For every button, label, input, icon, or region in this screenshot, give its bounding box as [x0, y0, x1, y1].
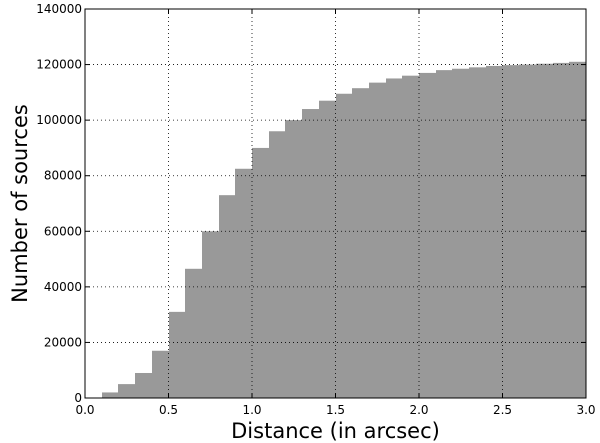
histogram-bar: [402, 75, 420, 398]
histogram-bar: [419, 72, 437, 399]
x-axis-label: Distance (in arcsec): [231, 419, 440, 443]
histogram-bar: [235, 168, 253, 398]
y-axis-label: Number of sources: [8, 104, 32, 303]
x-tick-label: 0.5: [159, 403, 178, 417]
histogram-bar: [102, 392, 119, 398]
histogram-bar: [135, 372, 153, 398]
histogram-bar: [319, 100, 337, 398]
histogram-bar: [486, 65, 504, 398]
y-tick-label: 140000: [36, 2, 82, 16]
histogram-bar: [569, 61, 587, 399]
x-tick-label: 2.5: [493, 403, 512, 417]
histogram-bar: [252, 147, 270, 398]
histogram-bar: [503, 65, 520, 399]
y-tick-label: 0: [74, 391, 82, 405]
histogram-bar: [469, 67, 487, 398]
x-tick-label: 0.0: [75, 403, 94, 417]
x-tick-label: 1.5: [326, 403, 345, 417]
y-tick-label: 120000: [36, 58, 82, 72]
histogram-bar: [519, 64, 537, 399]
histogram-bar: [386, 78, 403, 398]
histogram-bar: [169, 311, 186, 398]
histogram-bar: [436, 70, 453, 398]
histogram-bar: [285, 120, 303, 399]
x-tick-label: 3.0: [576, 403, 595, 417]
histogram-bar: [185, 268, 203, 398]
histogram-bar: [369, 82, 387, 398]
histogram-bar: [302, 109, 320, 399]
histogram-bar: [152, 350, 170, 398]
histogram-bar: [352, 88, 370, 399]
histogram-bar: [536, 63, 554, 399]
histogram-bar: [219, 195, 236, 398]
histogram-bar: [269, 131, 286, 398]
bars-group: [102, 61, 587, 399]
histogram-bar: [118, 384, 136, 398]
y-tick-label: 60000: [44, 224, 82, 238]
y-tick-label: 80000: [44, 169, 82, 183]
axis-ticks: [84, 8, 587, 399]
histogram-bar: [452, 68, 470, 398]
y-tick-labels: 0 20000 40000 60000 80000 100000 120000 140000: [36, 2, 82, 405]
y-tick-label: 40000: [44, 280, 82, 294]
x-tick-labels: 0.0 0.5 1.0 1.5 2.0 2.5 3.0: [75, 403, 595, 417]
y-tick-label: 20000: [44, 335, 82, 349]
x-tick-label: 2.0: [409, 403, 428, 417]
histogram-bar: [336, 93, 353, 398]
histogram-bar: [553, 62, 570, 398]
y-tick-label: 100000: [36, 113, 82, 127]
x-tick-label: 1.0: [242, 403, 261, 417]
histogram-bar: [202, 231, 220, 398]
